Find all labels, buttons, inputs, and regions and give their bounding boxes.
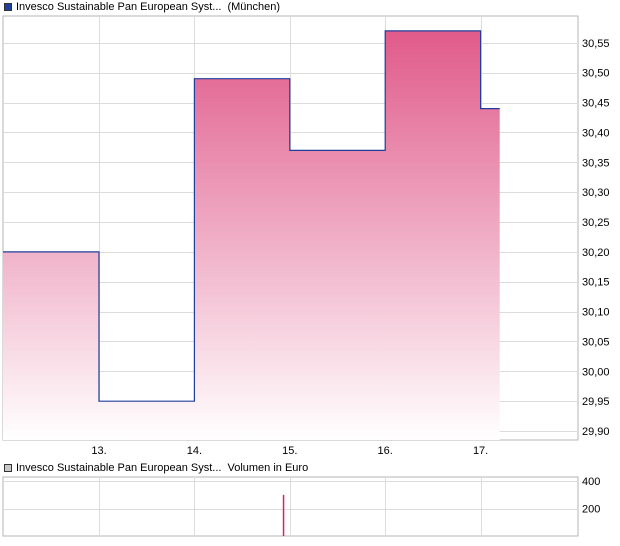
volume-legend-swatch <box>4 464 12 472</box>
price-legend: Invesco Sustainable Pan European Syst...… <box>4 0 280 14</box>
price-y-tick-label: 30,15 <box>582 277 610 289</box>
volume-axis: 200 400 <box>582 476 600 515</box>
price-y-tick-label: 30,55 <box>582 38 610 50</box>
price-y-tick-label: 30,25 <box>582 217 610 229</box>
price-legend-suffix: (München) <box>227 1 281 13</box>
price-y-tick-label: 30,00 <box>582 366 610 378</box>
price-legend-swatch <box>4 3 12 11</box>
price-x-tick-label: 15. <box>282 445 297 457</box>
price-y-tick-label: 30,20 <box>582 247 610 259</box>
volume-y-tick-label: 200 <box>582 504 600 516</box>
price-y-tick-label: 30,50 <box>582 68 610 80</box>
price-x-tick-label: 13. <box>91 445 106 457</box>
price-x-tick-label: 17. <box>473 445 488 457</box>
price-y-tick-label: 30,10 <box>582 307 610 319</box>
price-x-tick-label: 16. <box>378 445 393 457</box>
volume-y-tick-label: 400 <box>582 476 600 488</box>
price-y-tick-label: 30,05 <box>582 336 610 348</box>
price-y-tick-label: 29,90 <box>582 426 610 438</box>
price-y-tick-label: 29,95 <box>582 396 610 408</box>
volume-bars <box>282 494 285 536</box>
price-y-tick-label: 30,40 <box>582 127 610 139</box>
volume-grid <box>2 476 579 537</box>
volume-bar <box>282 494 285 536</box>
price-legend-label: Invesco Sustainable Pan European Syst... <box>16 1 222 13</box>
volume-legend-label: Invesco Sustainable Pan European Syst... <box>16 462 222 474</box>
price-axis: 29,90 29,95 30,00 30,05 30,10 30,15 30,20 30,25… <box>91 38 609 457</box>
volume-legend-suffix: Volumen in Euro <box>227 462 309 474</box>
volume-legend: Invesco Sustainable Pan European Syst...… <box>4 461 308 475</box>
price-y-tick-label: 30,35 <box>582 157 610 169</box>
price-area-layer <box>3 30 500 441</box>
price-y-tick-label: 30,45 <box>582 98 610 110</box>
price-y-tick-label: 30,30 <box>582 187 610 199</box>
price-line <box>3 30 500 402</box>
price-area <box>3 30 500 441</box>
price-x-tick-label: 14. <box>187 445 202 457</box>
